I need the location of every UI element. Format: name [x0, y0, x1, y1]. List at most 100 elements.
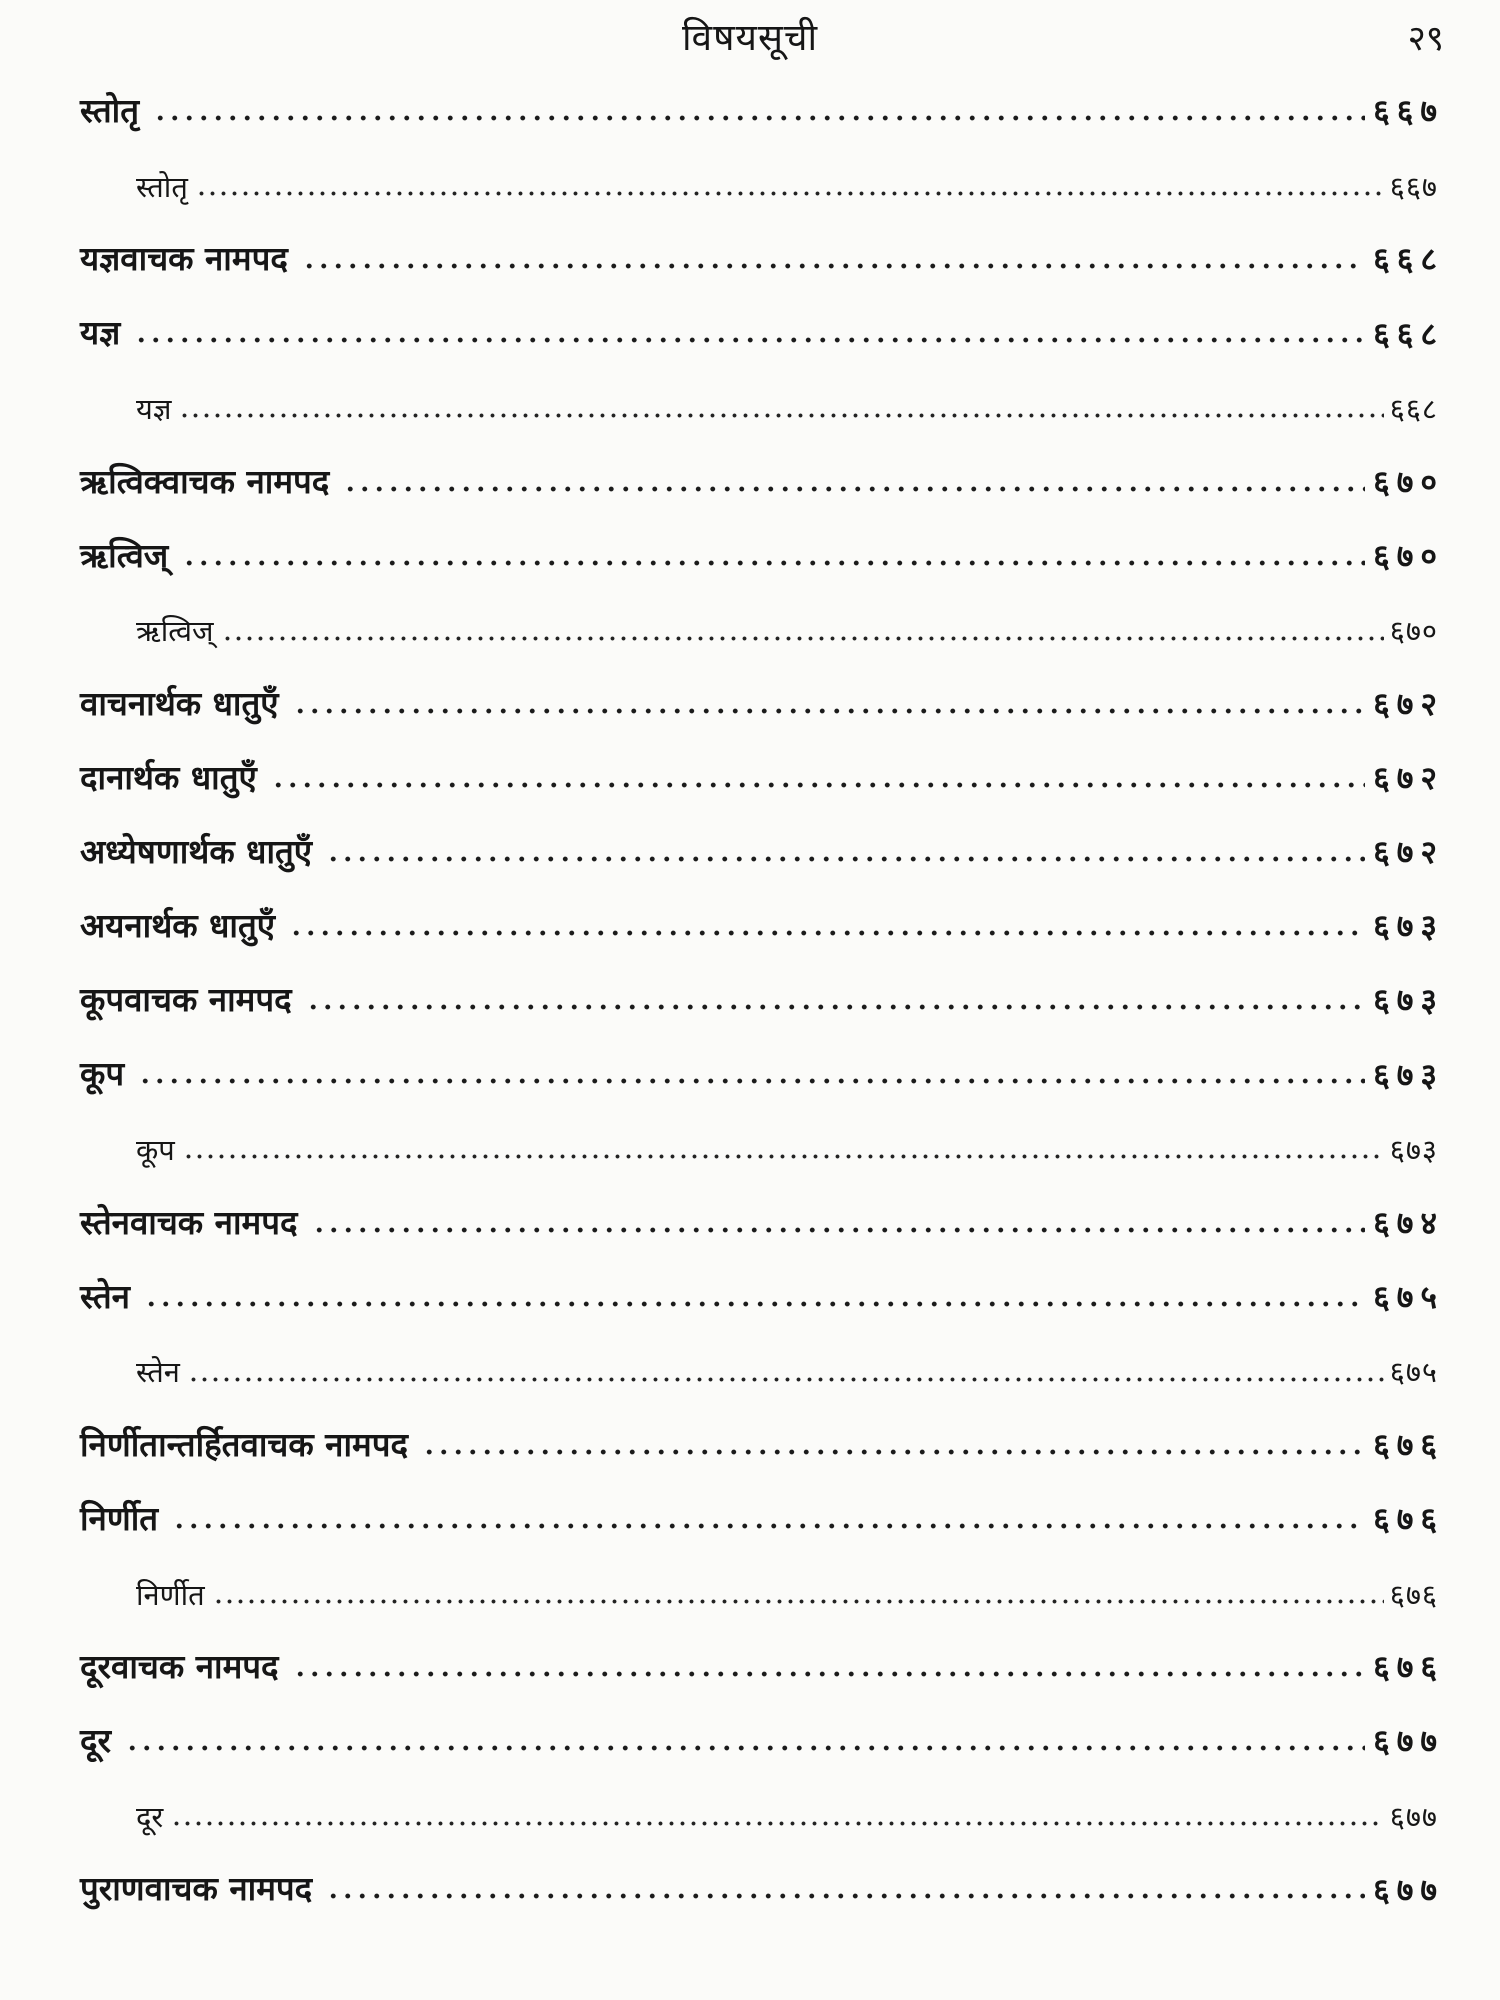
entry-page-number: ६७७ — [1389, 1799, 1438, 1834]
entry-page-number: ६७२ — [1373, 759, 1444, 798]
dot-leader — [270, 780, 1366, 789]
toc-entry: यज्ञ ६६८ — [80, 278, 1437, 352]
entry-label: वाचनार्थक धातुएँ — [80, 683, 279, 723]
entry-label: यज्ञ — [136, 392, 172, 427]
toc-entry: वाचनार्थक धातुएँ ६७२ — [80, 649, 1437, 723]
dot-leader — [311, 1225, 1366, 1234]
toc-entry: अयनार्थक धातुएँ ६७३ — [80, 871, 1437, 945]
entry-label: दूर — [80, 1721, 112, 1761]
dot-leader — [326, 1892, 1366, 1901]
entry-page-number: ६६७ — [1373, 92, 1444, 131]
dot-leader — [289, 929, 1366, 938]
entry-page-number: ६७० — [1389, 614, 1438, 649]
entry-label: स्तेन — [80, 1276, 130, 1316]
entry-label: स्तेन — [136, 1355, 180, 1390]
entry-page-number: ६६८ — [1373, 240, 1444, 279]
dot-leader — [172, 1521, 1366, 1530]
entry-label: यज्ञ — [80, 313, 121, 353]
toc-entry: स्तेन ६७५ — [80, 1316, 1437, 1390]
dot-leader — [221, 634, 1384, 642]
entry-label: अयनार्थक धातुएँ — [80, 906, 276, 946]
entry-label: कूप — [136, 1133, 175, 1168]
entry-page-number: ६७२ — [1373, 685, 1444, 724]
entry-label: दानार्थक धातुएँ — [80, 758, 257, 797]
dot-leader — [422, 1447, 1366, 1456]
entry-label: स्तोतृ — [80, 91, 140, 131]
entry-page-number: ६७६ — [1389, 1577, 1438, 1612]
toc-entry: कूप ६७३ — [80, 1019, 1437, 1093]
dot-leader — [182, 558, 1366, 567]
dot-leader — [134, 336, 1366, 345]
toc-entry: दूर ६७७ — [80, 1760, 1437, 1834]
entry-label: यज्ञवाचक नामपद — [80, 239, 288, 279]
entry-label: ऋत्विक्वाचक नामपद — [80, 461, 330, 501]
entry-label: कूप — [80, 1054, 125, 1094]
toc-entry: पुराणवाचक नामपद ६७७ — [80, 1834, 1437, 1908]
entry-label: स्तोतृ — [136, 169, 188, 204]
page-number: २९ — [1407, 19, 1444, 59]
toc-entry: ऋत्विज् ६७० — [80, 501, 1437, 575]
entry-label: कूपवाचक नामपद — [80, 980, 292, 1020]
toc-entry: दूरवाचक नामपद ६७६ — [80, 1612, 1437, 1686]
toc-entry: स्तेन ६७५ — [80, 1242, 1437, 1316]
toc-entry: निर्णीत ६७६ — [80, 1464, 1437, 1538]
entry-page-number: ६७६ — [1373, 1500, 1444, 1539]
toc-entry: स्तेनवाचक नामपद ६७४ — [80, 1167, 1437, 1241]
dot-leader — [212, 1597, 1384, 1605]
entry-label: निर्णीत — [136, 1577, 205, 1612]
entry-page-number: ६७० — [1373, 462, 1444, 501]
dot-leader — [292, 706, 1366, 715]
toc-entry: दानार्थक धातुएँ ६७२ — [80, 723, 1437, 797]
toc-entry: यज्ञ ६६८ — [80, 352, 1437, 426]
dot-leader — [187, 1375, 1384, 1383]
entry-page-number: ६७६ — [1373, 1648, 1444, 1687]
dot-leader — [125, 1744, 1366, 1753]
toc-entry: ऋत्विज् ६७० — [80, 575, 1437, 649]
toc-list: स्तोतृ ६६७ स्तोतृ ६६७ यज्ञवाचक नामपद ६६८… — [80, 56, 1437, 1908]
dot-leader — [301, 262, 1366, 271]
dot-leader — [326, 855, 1366, 864]
dot-leader — [195, 190, 1384, 198]
entry-page-number: ६७५ — [1389, 1355, 1438, 1390]
entry-page-number: ६६८ — [1389, 392, 1438, 427]
entry-page-number: ६७४ — [1373, 1203, 1444, 1242]
entry-label: पुराणवाचक नामपद — [80, 1869, 313, 1909]
toc-entry: अध्येषणार्थक धातुएँ ६७२ — [80, 797, 1437, 871]
toc-entry: कूपवाचक नामपद ६७३ — [80, 945, 1437, 1019]
entry-page-number: ६७० — [1373, 536, 1444, 575]
toc-entry: ऋत्विक्वाचक नामपद ६७० — [80, 426, 1437, 500]
entry-page-number: ६७७ — [1373, 1870, 1444, 1909]
dot-leader — [182, 1153, 1384, 1161]
entry-label: दूरवाचक नामपद — [80, 1647, 279, 1687]
entry-page-number: ६७२ — [1373, 833, 1444, 872]
toc-entry: कूप ६७३ — [80, 1093, 1437, 1167]
entry-page-number: ६७५ — [1373, 1277, 1444, 1316]
dot-leader — [153, 114, 1366, 123]
dot-leader — [305, 1003, 1366, 1012]
entry-label: स्तेनवाचक नामपद — [80, 1202, 298, 1242]
dot-leader — [343, 484, 1366, 493]
toc-entry: स्तोतृ ६६७ — [80, 56, 1437, 130]
dot-leader — [292, 1670, 1366, 1679]
dot-leader — [138, 1077, 1366, 1086]
entry-page-number: ६७७ — [1373, 1722, 1444, 1761]
entry-page-number: ६६७ — [1389, 169, 1438, 204]
entry-label: निर्णीतान्तर्हितवाचक नामपद — [80, 1424, 409, 1464]
toc-entry: निर्णीतान्तर्हितवाचक नामपद ६७६ — [80, 1390, 1437, 1464]
toc-entry: दूर ६७७ — [80, 1686, 1437, 1760]
toc-entry: स्तोतृ ६६७ — [80, 130, 1437, 204]
dot-leader — [171, 1820, 1384, 1828]
entry-label: निर्णीत — [80, 1498, 159, 1538]
dot-leader — [179, 412, 1384, 420]
page-title: विषयसूची — [681, 16, 819, 59]
entry-label: ऋत्विज् — [136, 614, 214, 649]
entry-page-number: ६७६ — [1373, 1425, 1444, 1464]
entry-page-number: ६७३ — [1373, 1055, 1444, 1094]
entry-label: ऋत्विज् — [80, 535, 169, 575]
entry-page-number: ६६८ — [1373, 314, 1444, 353]
entry-label: अध्येषणार्थक धातुएँ — [80, 832, 313, 872]
toc-entry: यज्ञवाचक नामपद ६६८ — [80, 204, 1437, 278]
dot-leader — [143, 1299, 1366, 1308]
entry-page-number: ६७३ — [1373, 981, 1444, 1020]
